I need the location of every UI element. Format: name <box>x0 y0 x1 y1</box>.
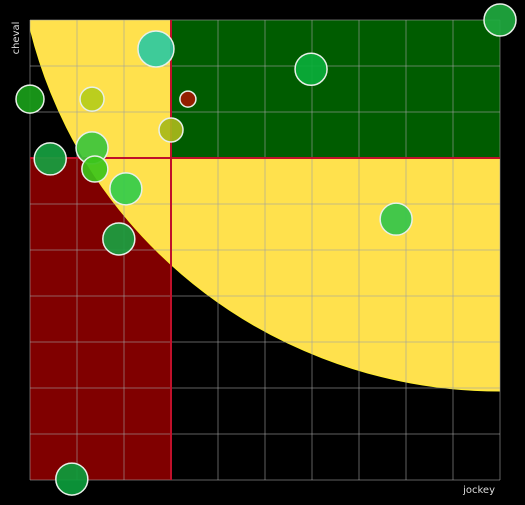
bubble <box>81 155 109 183</box>
bubble <box>79 86 105 112</box>
bubble <box>33 142 67 176</box>
x-axis-label: jockey <box>462 485 495 496</box>
bubble <box>55 462 89 496</box>
bubble <box>379 202 413 236</box>
bubble <box>158 117 184 143</box>
bubble <box>179 90 197 108</box>
bubble <box>483 3 517 37</box>
bubble <box>102 222 136 256</box>
bubble <box>15 84 45 114</box>
y-axis-label: cheval <box>11 22 22 55</box>
bubble <box>294 52 328 86</box>
green-zone <box>171 20 500 158</box>
bubble <box>109 172 143 206</box>
bubble <box>137 30 175 68</box>
